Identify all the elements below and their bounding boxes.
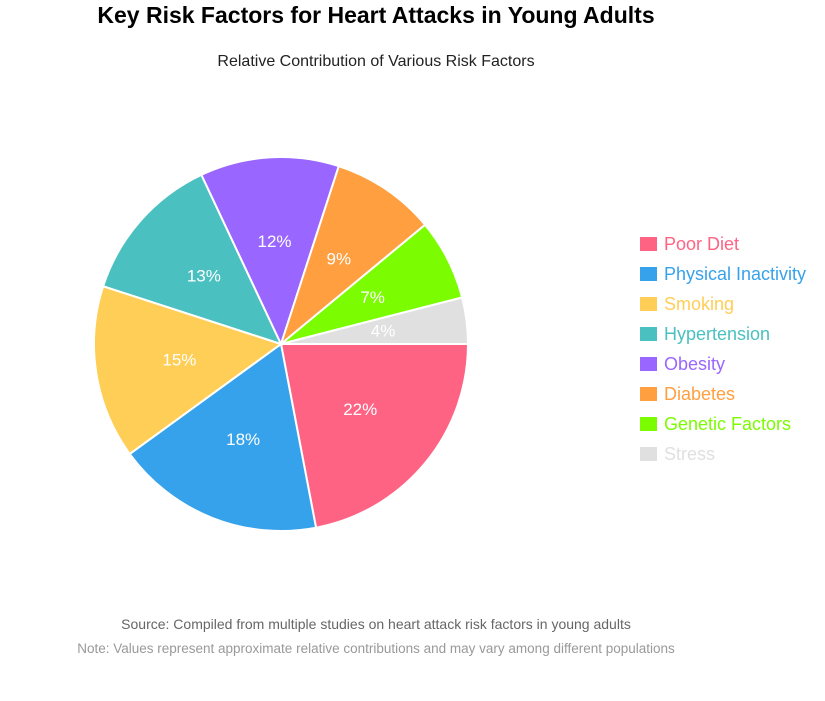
pie-slices bbox=[93, 156, 470, 532]
chart-subtitle: Relative Contribution of Various Risk Fa… bbox=[217, 53, 535, 70]
legend-item-stress[interactable]: Stress bbox=[640, 439, 806, 469]
pie-slice-hypertension[interactable] bbox=[101, 173, 283, 346]
pie-slice-poor-diet[interactable] bbox=[279, 343, 470, 529]
legend-label: Poor Diet bbox=[664, 233, 740, 254]
disclaimer-note: Note: Values represent approximate relat… bbox=[77, 641, 675, 656]
legend-swatch bbox=[640, 297, 657, 311]
source-note: Source: Compiled from multiple studies o… bbox=[121, 616, 631, 632]
legend-swatch bbox=[640, 387, 657, 401]
legend-swatch bbox=[640, 417, 657, 431]
legend-label: Genetic Factors bbox=[664, 413, 792, 434]
pie-slice-labels: 22% 18% 15% 13% 12% 9% 7% 4% bbox=[162, 232, 395, 449]
slice-label-diabetes: 9% bbox=[327, 249, 352, 268]
chart-title: Key Risk Factors for Heart Attacks in Yo… bbox=[97, 2, 655, 28]
legend-label: Stress bbox=[664, 443, 716, 464]
legend-item-genetic-factors[interactable]: Genetic Factors bbox=[640, 409, 806, 439]
slice-label-smoking: 15% bbox=[162, 351, 196, 370]
legend-item-diabetes[interactable]: Diabetes bbox=[640, 379, 806, 409]
legend-item-obesity[interactable]: Obesity bbox=[640, 349, 806, 379]
legend-swatch bbox=[640, 447, 657, 461]
legend-label: Diabetes bbox=[664, 383, 736, 404]
pie-slice-physical-inactivity[interactable] bbox=[128, 342, 318, 532]
slice-label-stress: 4% bbox=[371, 322, 396, 341]
chart-legend: Poor Diet Physical Inactivity Smoking Hyper… bbox=[640, 229, 806, 469]
slice-label-physical-inactivity: 18% bbox=[226, 430, 260, 449]
legend-item-physical-inactivity[interactable]: Physical Inactivity bbox=[640, 259, 806, 289]
slice-label-hypertension: 13% bbox=[187, 266, 221, 285]
legend-label: Obesity bbox=[664, 353, 726, 374]
slice-label-obesity: 12% bbox=[258, 232, 292, 251]
pie-slice-obesity[interactable] bbox=[200, 156, 341, 347]
pie-slice-diabetes[interactable] bbox=[278, 164, 427, 347]
slice-label-poor-diet: 22% bbox=[343, 400, 377, 419]
pie-slice-stress[interactable] bbox=[280, 296, 470, 345]
legend-item-poor-diet[interactable]: Poor Diet bbox=[640, 229, 806, 259]
legend-item-hypertension[interactable]: Hypertension bbox=[640, 319, 806, 349]
legend-swatch bbox=[640, 237, 657, 251]
legend-label: Physical Inactivity bbox=[664, 263, 807, 284]
legend-label: Hypertension bbox=[664, 323, 771, 344]
legend-label: Smoking bbox=[664, 293, 735, 314]
legend-swatch bbox=[640, 267, 657, 281]
legend-item-smoking[interactable]: Smoking bbox=[640, 289, 806, 319]
legend-swatch bbox=[640, 357, 657, 371]
pie-slice-smoking[interactable] bbox=[93, 284, 284, 456]
slice-label-genetic-factors: 7% bbox=[360, 288, 385, 307]
legend-swatch bbox=[640, 327, 657, 341]
